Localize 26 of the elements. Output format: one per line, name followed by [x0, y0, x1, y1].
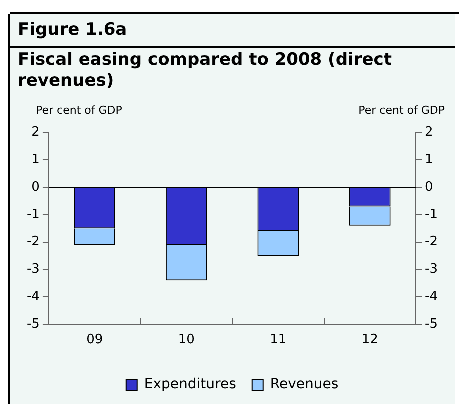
x-tick-label: 10	[178, 332, 195, 348]
x-tick-label: 12	[362, 332, 378, 348]
legend-label: Revenues	[270, 376, 339, 393]
y2-tick-label: -5	[425, 316, 438, 332]
y-tick-label: -5	[26, 316, 40, 332]
y2-tick-label: 1	[425, 152, 434, 168]
y-tick-label: -1	[26, 207, 40, 222]
y2-axis-title: Per cent of GDP	[358, 104, 445, 117]
chart-subtitle: Fiscal easing compared to 2008 (direct revenues)	[18, 50, 393, 92]
y2-tick-label: 0	[425, 180, 434, 195]
y-tick-label: -3	[26, 262, 40, 278]
y2-tick-label: -1	[425, 207, 438, 222]
x-tick-label: 09	[86, 332, 104, 348]
y2-tick-label: 2	[425, 125, 434, 140]
y-tick-label: 1	[32, 152, 40, 168]
y2-tick-label: -2	[425, 234, 438, 250]
y-tick-label: -4	[26, 289, 40, 304]
legend-label: Expenditures	[144, 376, 236, 393]
x-tick-label: 11	[270, 332, 287, 348]
chart-title: Figure 1.6a	[18, 20, 128, 40]
y2-tick-label: -4	[425, 289, 438, 304]
y-tick-label: 2	[32, 125, 40, 140]
y2-tick-label: -3	[425, 262, 438, 278]
y-axis-title: Per cent of GDP	[36, 104, 122, 117]
y-tick-label: -2	[26, 234, 40, 250]
y-tick-label: 0	[32, 180, 40, 195]
